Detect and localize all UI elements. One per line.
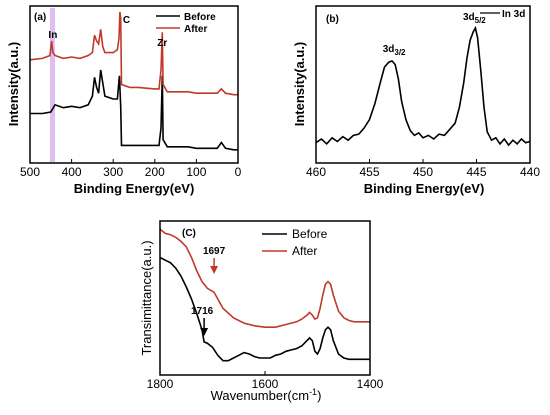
x-tick-label: 500 [20,165,40,179]
arrowhead-1716 [200,328,209,336]
x-tick-label: 0 [235,165,242,179]
x-tick-label: 1600 [252,377,279,391]
panel-c-x-ticks: 1800 1600 1400 [147,371,384,391]
panel-b-x-ticks: 460 455 450 445 440 [306,159,540,179]
panel-b-x-label: Binding Energy(eV) [364,181,485,196]
panel-b-in3d-line [315,25,531,147]
x-tick-label: 445 [466,165,486,179]
panel-b-label: (b) [326,14,339,25]
panel-a-x-ticks: 500 400 300 200 100 0 [20,159,242,179]
panel-a-legend: Before After [156,12,216,35]
legend-label-before: Before [184,12,216,23]
peak-annotation-sub: 5/2 [475,16,487,25]
arrowhead-1697 [210,266,219,274]
x-tick-label: 460 [306,165,326,179]
x-tick-label: 100 [186,165,206,179]
x-tick-label: 440 [520,165,540,179]
panel-a-label: (a) [34,12,46,23]
panel-c: 1800 1600 1400 (C) 1697 1716 Before After W… [139,220,384,403]
panel-a-before-line [30,69,238,151]
x-tick-label: 450 [413,165,433,179]
panel-a-annotations: In C Zr [48,15,167,49]
peak-annotation: Zr [157,38,167,49]
in-highlight-band [49,8,55,162]
peak-annotation-sub: 3/2 [394,48,406,57]
legend-label-in3d: In 3d [502,9,525,20]
panel-c-before-line [159,256,370,362]
legend-label-after: After [184,24,207,35]
x-tick-label: 200 [145,165,165,179]
legend-label-after-c: After [292,244,317,258]
panel-b-legend: In 3d [480,9,525,20]
peak-annotation: 3d3/2 [383,44,406,57]
x-tick-label: 400 [62,165,82,179]
x-tick-label: 455 [359,165,379,179]
panel-c-after-line [159,228,370,328]
panel-b: 460 455 450 445 440 (b) 3d3/2 3d5/2 In 3d Bin… [292,5,540,196]
panel-c-x-label-tail: ) [317,388,321,403]
peak-annotation: 3d5/2 [463,12,486,25]
x-tick-label: 1400 [357,377,384,391]
x-tick-label: 1800 [147,377,174,391]
peak-annotation: 1716 [191,306,214,317]
panel-a-after-line [29,11,238,96]
panel-c-x-label-main: Wavenumber(cm [211,388,309,403]
panel-b-y-label: Intensity(a.u.) [292,42,307,127]
x-tick-label: 300 [103,165,123,179]
peak-annotation: 1697 [203,246,226,257]
panel-c-label: (C) [182,228,196,239]
panel-c-legend: Before After [262,227,328,258]
peak-annotation: In [48,30,57,41]
legend-label-before-c: Before [292,227,328,241]
panel-b-annotations: 3d3/2 3d5/2 [383,12,487,57]
peak-annotation: C [123,15,130,26]
panel-c-x-label: Wavenumber(cm-1) [211,387,322,403]
panel-a-y-label: Intensity(a.u.) [6,42,21,127]
panel-a-frame [29,5,239,164]
panel-a-x-label: Binding Energy(eV) [74,181,195,196]
panel-c-x-label-sup: -1 [309,387,317,397]
panel-c-annotations: 1697 1716 [191,246,226,336]
panel-c-y-label: Transimittance(a.u.) [139,240,154,355]
